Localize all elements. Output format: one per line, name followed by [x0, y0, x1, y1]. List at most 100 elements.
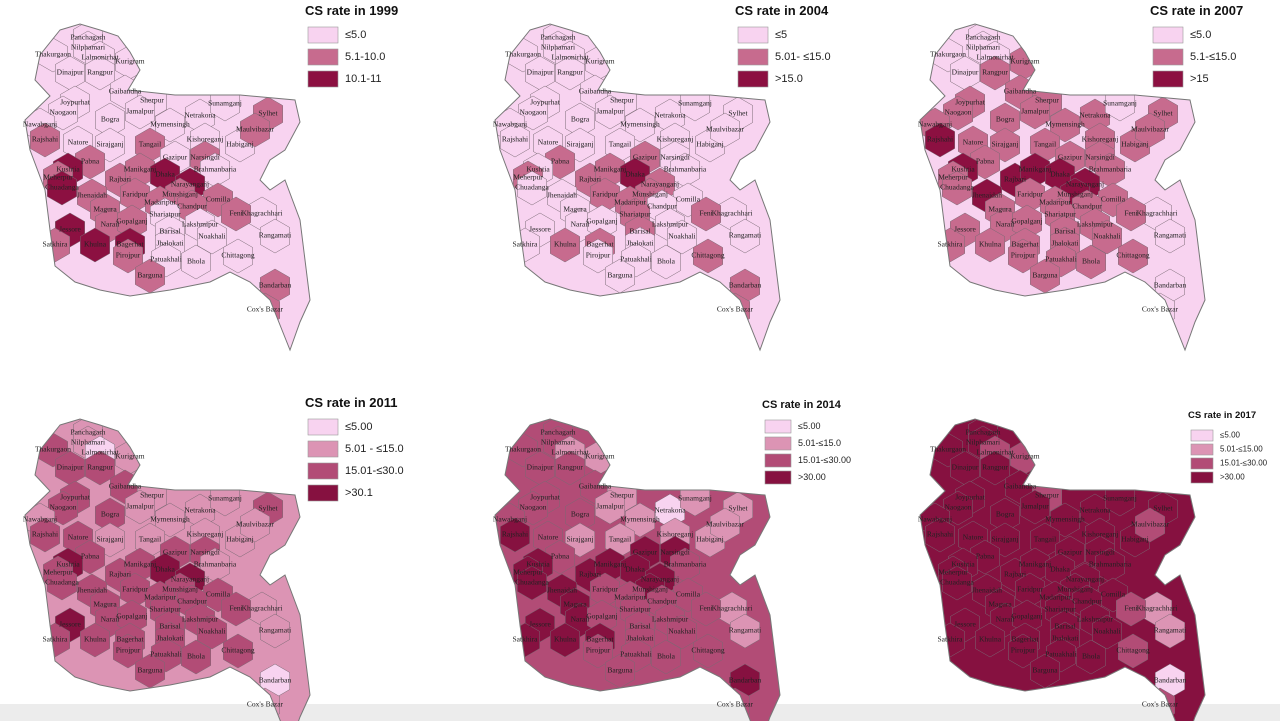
district [667, 614, 697, 650]
legend-label: ≤5 [775, 29, 787, 41]
district-label: Chuadanga [515, 578, 549, 587]
district-label: Gaibandha [579, 87, 612, 96]
district [1020, 489, 1050, 525]
district-label: Jhalokati [1051, 634, 1078, 643]
district-label: Shariatpur [619, 605, 651, 614]
district-label: Narail [101, 615, 120, 624]
district-label: Gaibandha [579, 482, 612, 491]
district-label: Joypurhat [955, 493, 985, 502]
district [1118, 238, 1148, 274]
legend-swatch [737, 26, 769, 44]
district-label: Gopalganj [586, 612, 617, 621]
district-label: Rajshahi [927, 530, 953, 539]
district-label: Patuakhali [150, 255, 182, 264]
district-label: Sherpur [140, 491, 164, 500]
district-label: Rajshahi [502, 530, 528, 539]
legend-title: CS rate in 2014 [762, 399, 842, 411]
district-label: Sylhet [1153, 504, 1173, 513]
map: PanchagarhThakurgaonNilphamariLalmonirha… [918, 418, 1206, 721]
district-label: Manikganj [594, 560, 627, 569]
district-label: Barisal [1054, 227, 1075, 236]
district [260, 613, 290, 649]
district-label: Nawabganj [23, 120, 57, 129]
district-label: Narayanganj [171, 180, 209, 189]
district-label: Comilla [1101, 590, 1126, 599]
district-label: Sirajganj [96, 535, 123, 544]
legend-swatch [764, 436, 792, 451]
district-label: Rajbari [579, 175, 601, 184]
district-label: Sirajganj [991, 535, 1018, 544]
district-label: Feni [229, 604, 242, 613]
district-label: Lakshmipur [1077, 220, 1114, 229]
district-label: Feni [1124, 604, 1137, 613]
district-label: Cox's Bazar [1142, 700, 1179, 709]
district-label: Naogaon [519, 503, 546, 512]
district-label: Barguna [607, 666, 633, 675]
district-label: Bagerhat [116, 240, 144, 249]
district [555, 450, 585, 486]
country-border [494, 23, 781, 352]
district-label: Patuakhali [1045, 255, 1077, 264]
district [1050, 502, 1080, 538]
district [595, 94, 625, 130]
district-label: Jamalpur [596, 502, 624, 511]
district-label: Munshiganj [1057, 585, 1093, 594]
district-label: Magura [988, 205, 1012, 214]
district-label: Netrakona [1079, 506, 1111, 515]
legend-label: ≤5.00 [1220, 431, 1241, 440]
district-label: Kishoreganj [657, 530, 694, 539]
district-label: Natore [538, 533, 559, 542]
district [223, 633, 253, 669]
district [710, 507, 740, 543]
district-label: Magura [563, 600, 587, 609]
district-label: Shariatpur [1044, 605, 1076, 614]
district-label: Noakhali [198, 232, 226, 241]
district-label: Dinajpur [57, 68, 84, 77]
district-label: Munshiganj [162, 585, 198, 594]
legend-label: 5.01- ≤15.0 [775, 51, 831, 63]
district [260, 218, 290, 254]
district-label: Cox's Bazar [247, 305, 284, 314]
district-label: Rajshahi [32, 135, 58, 144]
district-label: Bogra [101, 510, 120, 519]
legend-label: >15 [1190, 73, 1209, 85]
district-label: Dinajpur [527, 68, 554, 77]
district-label: Sylhet [728, 109, 748, 118]
district-label: Bandarban [259, 281, 292, 290]
district [583, 238, 613, 274]
district-label: Thakurgaon [505, 445, 541, 454]
district-label: Narayanganj [641, 180, 679, 189]
district-label: Jessore [59, 620, 81, 629]
district-label: Jhenaidah [77, 191, 107, 200]
district-label: Munshiganj [1057, 190, 1093, 199]
district-label: Sunamganj [678, 99, 712, 108]
district-label: Thakurgaon [930, 445, 966, 454]
district-label: Dhaka [1050, 170, 1070, 179]
district [155, 502, 185, 538]
district-label: Kushtia [526, 165, 550, 174]
district-label: Lakshmipur [652, 615, 689, 624]
district-label: Maulvibazar [1131, 520, 1169, 529]
district-label: Meherpur [938, 568, 968, 577]
district-label: Natore [963, 138, 984, 147]
district [517, 170, 547, 206]
district-label: Gazipur [163, 153, 188, 162]
district-label: Faridpur [592, 190, 618, 199]
district-label: Sylhet [1153, 109, 1173, 118]
district-label: Khulna [979, 635, 1002, 644]
legend-label: 15.01-≤30.00 [798, 455, 851, 465]
district-label: Kushtia [56, 560, 80, 569]
district-label: Kushtia [951, 560, 975, 569]
district-label: Chuadanga [45, 578, 79, 587]
district-label: Narayanganj [1066, 575, 1104, 584]
district-label: Dhaka [1050, 565, 1070, 574]
district-label: Brahmanbaria [1089, 560, 1132, 569]
district-label: Shariatpur [619, 210, 651, 219]
district-label: Magura [93, 205, 117, 214]
district [125, 94, 155, 130]
district-label: Kurigram [585, 452, 614, 461]
district-label: Meherpur [43, 568, 73, 577]
district-label: Kishoreganj [187, 135, 224, 144]
district-label: Mymensingh [620, 515, 660, 524]
district-label: Comilla [676, 195, 701, 204]
